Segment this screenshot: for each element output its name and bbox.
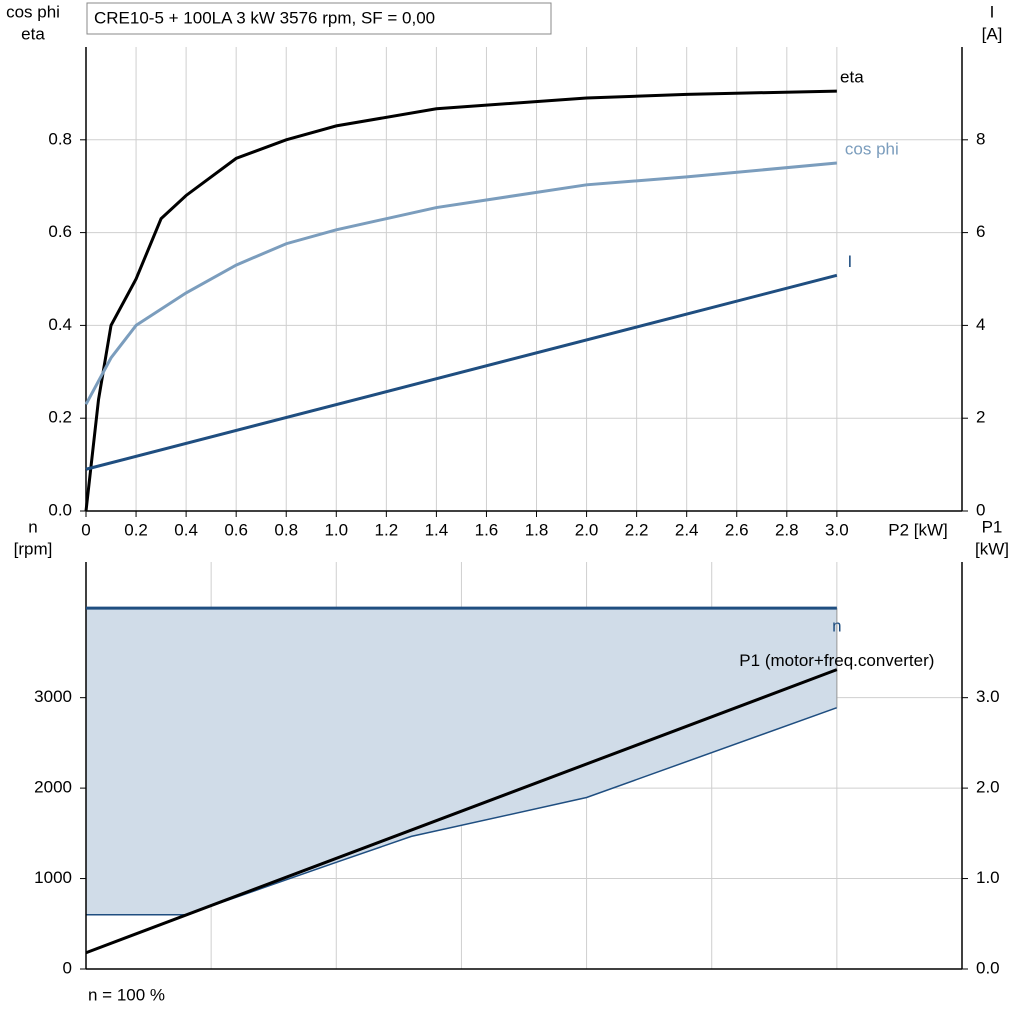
y2-tick-label: 4 — [976, 315, 985, 334]
series-line — [84, 161, 837, 405]
y-axis-label: cos phi — [6, 2, 60, 21]
y-axis-label: eta — [21, 24, 45, 43]
y2-tick-label: 0.0 — [976, 958, 1000, 977]
series-label: n — [832, 617, 841, 636]
y-tick-label: 2000 — [34, 778, 72, 797]
y2-axis-label: P1 — [982, 517, 1003, 536]
series-line — [84, 89, 837, 512]
y-tick-label: 0.8 — [48, 129, 72, 148]
y-axis-label: n — [28, 517, 37, 536]
series-label: I — [847, 252, 852, 271]
x-tick-label: 1.2 — [375, 520, 399, 539]
series-label: cos phi — [845, 139, 899, 158]
y2-axis-label: [kW] — [975, 539, 1009, 558]
band-lower — [86, 707, 838, 916]
y2-tick-label: 1.0 — [976, 868, 1000, 887]
y2-tick-label: 6 — [976, 222, 985, 241]
y2-tick-label: 0 — [976, 500, 985, 519]
y2-tick-label: 2.0 — [976, 778, 1000, 797]
band-area — [86, 608, 837, 915]
x-tick-label: 3.0 — [825, 520, 849, 539]
x-tick-label: 1.6 — [475, 520, 499, 539]
y-tick-label: 3000 — [34, 687, 72, 706]
title-box — [86, 2, 552, 35]
x-tick-label: 0.6 — [224, 520, 248, 539]
y-axis-label: [rpm] — [14, 539, 53, 558]
x-tick-label: 1.8 — [525, 520, 549, 539]
x-tick-label: 2.2 — [625, 520, 649, 539]
note: n = 100 % — [88, 985, 165, 1004]
x-tick-label: 2.0 — [575, 520, 599, 539]
y2-tick-label: 3.0 — [976, 687, 1000, 706]
x-tick-label: 0.2 — [124, 520, 148, 539]
series-line — [85, 273, 838, 471]
y2-tick-label: 2 — [976, 408, 985, 427]
x-tick-label: 1.4 — [425, 520, 449, 539]
y-tick-label: 0 — [63, 958, 72, 977]
y-tick-label: 1000 — [34, 868, 72, 887]
x-tick-label: 2.4 — [675, 520, 699, 539]
chart-title: CRE10-5 + 100LA 3 kW 3576 rpm, SF = 0,00 — [94, 8, 435, 27]
x-tick-label: 0 — [81, 520, 90, 539]
y2-axis-label: I — [990, 2, 995, 21]
y-tick-label: 0.2 — [48, 408, 72, 427]
y-tick-label: 0.0 — [48, 500, 72, 519]
series-line — [85, 668, 838, 955]
x-tick-label: 0.4 — [174, 520, 198, 539]
y-tick-label: 0.6 — [48, 222, 72, 241]
y2-axis-label: [A] — [982, 24, 1003, 43]
x-tick-label: 2.6 — [725, 520, 749, 539]
y2-tick-label: 8 — [976, 129, 985, 148]
x-tick-label: 2.8 — [775, 520, 799, 539]
x-axis-label: P2 [kW] — [888, 520, 948, 539]
x-tick-label: 1.0 — [324, 520, 348, 539]
series-label: eta — [840, 68, 864, 87]
series-label: P1 (motor+freq.converter) — [739, 651, 934, 670]
x-tick-label: 0.8 — [274, 520, 298, 539]
y-tick-label: 0.4 — [48, 315, 72, 334]
